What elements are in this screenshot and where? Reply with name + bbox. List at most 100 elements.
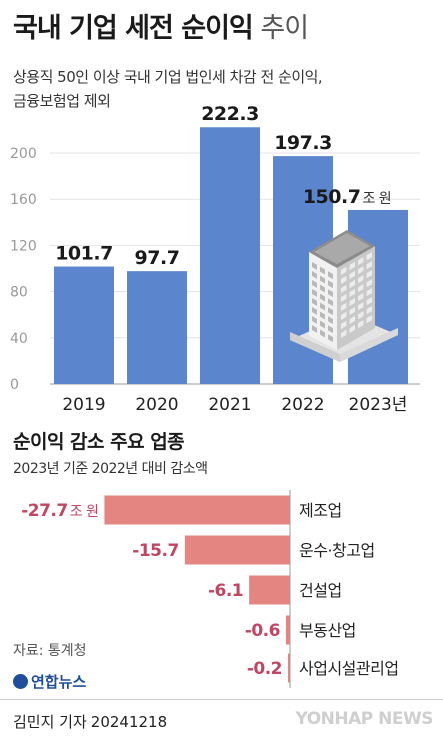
window-left xyxy=(312,298,317,306)
y-tick-label: 120 xyxy=(10,238,37,254)
y-tick-label: 0 xyxy=(10,377,19,393)
y-tick-label: 160 xyxy=(10,192,37,208)
window-right xyxy=(358,266,364,275)
title-suffix: 추이 xyxy=(252,13,309,44)
unit-label: 조 원 xyxy=(70,504,99,520)
bar xyxy=(104,495,290,525)
y-tick-label: 200 xyxy=(10,146,37,162)
window-right xyxy=(366,306,372,315)
window-left xyxy=(328,307,333,316)
building-windows-left xyxy=(312,262,333,343)
window-right xyxy=(358,311,364,320)
bar xyxy=(54,266,114,384)
subtitle-line-1: 상용직 50인 이상 국내 기업 법인세 차감 전 순이익, xyxy=(13,68,323,86)
category-label: 부동산업 xyxy=(299,621,356,640)
page-title: 국내 기업 세전 순이익 추이 xyxy=(13,6,309,45)
window-right xyxy=(341,275,347,284)
window-left xyxy=(328,325,333,334)
byline: 김민지 기자 20241218 xyxy=(13,711,167,732)
x-tick-label: 2022 xyxy=(281,395,324,415)
section-title: 순이익 감소 주요 업종 xyxy=(13,431,185,453)
bar xyxy=(200,127,260,384)
window-right xyxy=(366,297,372,306)
reporter-name: 김민지 기자 xyxy=(13,713,87,731)
window-left xyxy=(328,316,333,325)
bar-value-label: 101.7 xyxy=(55,243,113,265)
bar-value-label: 97.7 xyxy=(135,247,180,269)
window-right xyxy=(358,257,364,266)
x-tick-label: 2019 xyxy=(62,395,105,415)
window-right xyxy=(341,320,347,329)
window-left xyxy=(320,293,325,302)
y-tick-label: 40 xyxy=(10,331,28,347)
agency-logo-icon xyxy=(13,674,28,689)
building-windows-right xyxy=(341,252,372,338)
window-left xyxy=(312,289,317,297)
window-left xyxy=(328,289,333,298)
window-left xyxy=(328,280,333,289)
bar-value-label: 222.3 xyxy=(201,103,259,125)
x-tick-label: 2021 xyxy=(208,395,251,415)
window-left xyxy=(320,311,325,320)
window-right xyxy=(349,279,355,289)
bar-value-label: 197.3 xyxy=(274,132,332,154)
window-right xyxy=(358,284,364,293)
window-left xyxy=(312,307,317,315)
publish-date: 20241218 xyxy=(90,713,168,731)
bar-value-label: -27.7 조 원 xyxy=(21,501,98,521)
window-left xyxy=(312,280,317,288)
category-label: 운수·창고업 xyxy=(299,541,375,560)
window-left xyxy=(320,275,325,284)
agency-logo: 연합뉴스 xyxy=(13,671,86,692)
y-tick-label: 80 xyxy=(10,285,28,301)
window-left xyxy=(320,320,325,329)
bar-value-label: 150.7 조 원 xyxy=(303,186,391,208)
window-right xyxy=(358,302,364,311)
window-right xyxy=(366,270,372,279)
bar xyxy=(249,575,290,605)
category-label: 건설업 xyxy=(299,581,342,600)
window-left xyxy=(312,262,317,270)
window-right xyxy=(341,311,347,320)
window-right xyxy=(341,284,347,293)
watermark: YONHAP NEWS xyxy=(295,709,434,729)
window-right xyxy=(366,261,372,270)
footer-divider xyxy=(0,699,443,700)
window-left xyxy=(312,271,317,279)
window-right xyxy=(349,288,355,298)
bar xyxy=(285,615,290,645)
building-icon xyxy=(290,230,398,362)
x-tick-label: 2023년 xyxy=(349,395,408,415)
window-right xyxy=(349,270,355,280)
window-left xyxy=(312,316,317,324)
window-left xyxy=(312,325,317,333)
window-right xyxy=(366,315,372,324)
window-right xyxy=(349,297,355,307)
subtitle-line-2: 금융보험업 제외 xyxy=(13,92,111,110)
window-right xyxy=(349,306,355,316)
category-label: 제조업 xyxy=(299,501,342,520)
source-note: 자료: 통계청 xyxy=(13,643,87,659)
x-tick-label: 2020 xyxy=(135,395,178,415)
window-right xyxy=(366,288,372,297)
window-left xyxy=(320,302,325,311)
window-right xyxy=(341,302,347,311)
bar xyxy=(184,535,290,565)
window-right xyxy=(341,329,347,338)
window-right xyxy=(358,320,364,329)
bar xyxy=(127,271,187,384)
window-left xyxy=(320,266,325,275)
bar-value-label: -0.2 xyxy=(247,659,282,679)
unit-label: 조 원 xyxy=(362,191,391,207)
profit-trend-bar-chart: 0 40 80 120 160 200 101.7 2019 97.7 2020 222.3 2021… xyxy=(10,103,420,415)
industry-decline-bar-chart: -27.7 조 원 제조업 -15.7 운수·창고업 -6.1 건설업 -0.6 부동산업 -0.… xyxy=(21,490,399,688)
window-left xyxy=(328,334,333,343)
bar-value-label: -0.6 xyxy=(245,621,280,641)
window-left xyxy=(320,284,325,293)
window-right xyxy=(349,315,355,325)
title-main: 국내 기업 세전 순이익 xyxy=(13,13,254,44)
bar-value-label: -6.1 xyxy=(208,581,243,601)
bar xyxy=(288,653,290,683)
window-right xyxy=(366,279,372,288)
